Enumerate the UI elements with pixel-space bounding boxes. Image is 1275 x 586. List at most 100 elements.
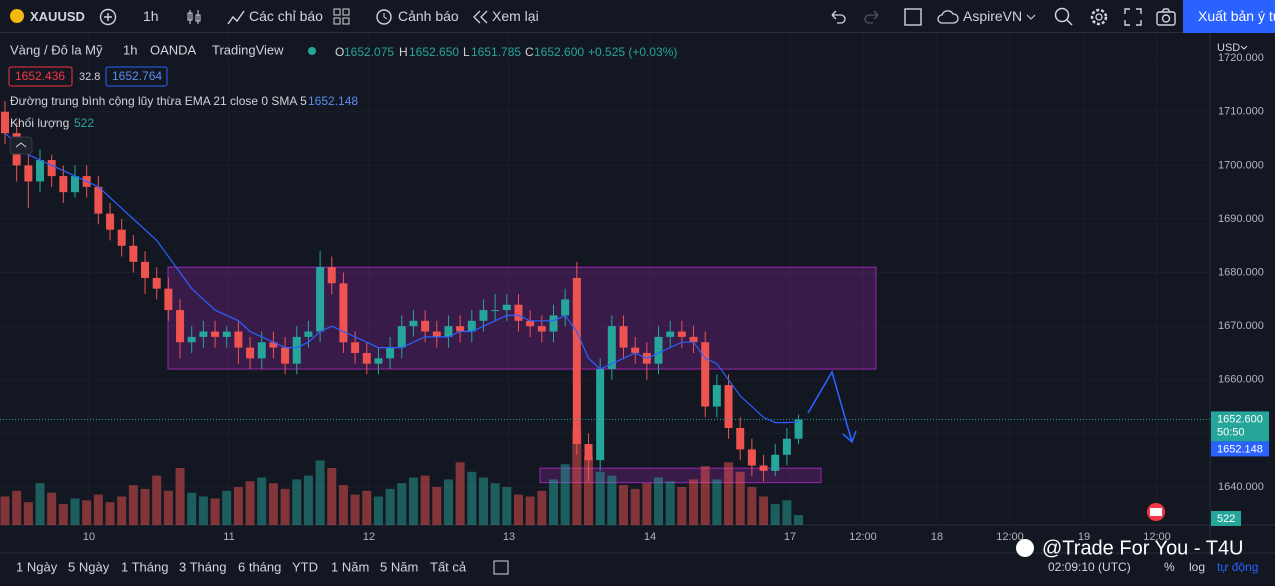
range-button[interactable]: 3 Tháng	[179, 559, 226, 574]
volume-bar	[560, 464, 570, 525]
volume-bar	[23, 502, 33, 525]
candle-body	[152, 277, 161, 289]
candle-body	[269, 342, 278, 348]
candle-body	[491, 310, 500, 312]
candle-body	[187, 336, 196, 343]
range-button[interactable]: 1 Ngày	[16, 559, 58, 574]
currency-menu	[1240, 45, 1248, 50]
publish-button[interactable]: Xuất bản ý tư	[1183, 0, 1275, 33]
volume-bar	[268, 483, 278, 525]
candle-body	[596, 369, 605, 461]
volume-legend: Khối lượng	[10, 116, 69, 130]
account[interactable]: AspireVN	[963, 8, 1023, 24]
y-tick-label: 1670.000	[1218, 320, 1264, 332]
interval[interactable]: 1h	[143, 8, 159, 24]
volume-bar	[782, 500, 792, 525]
candle-body	[759, 465, 768, 471]
range-button[interactable]: Tất cả	[430, 559, 467, 574]
candle-body	[199, 331, 208, 337]
add-symbol[interactable]	[98, 7, 118, 27]
range-button[interactable]: 5 Ngày	[68, 559, 110, 574]
volume-bar	[665, 481, 675, 525]
volume-bar	[315, 460, 325, 525]
percent-toggle[interactable]: %	[1164, 560, 1175, 574]
candle-body	[106, 213, 115, 230]
candle-body	[316, 267, 325, 332]
volume-bar	[654, 477, 664, 525]
replay[interactable]: Xem lại	[492, 8, 539, 24]
candle-body	[246, 347, 255, 359]
volume-bar	[642, 483, 652, 525]
candle-body	[351, 342, 360, 353]
candle-body	[117, 229, 126, 246]
candle-body	[176, 310, 185, 343]
search[interactable]	[1053, 6, 1075, 28]
x-tick-label: 18	[931, 531, 943, 543]
range-button[interactable]: YTD	[292, 559, 318, 574]
volume-bar	[467, 471, 477, 525]
watermark: @Trade For You - T4U	[1042, 537, 1244, 559]
volume-bar	[163, 490, 173, 525]
range-button[interactable]: 5 Năm	[380, 559, 418, 574]
collapse-legend[interactable]	[9, 136, 33, 155]
volume-bar	[117, 496, 127, 525]
range-button[interactable]: 1 Năm	[331, 559, 369, 574]
chart-type[interactable]	[184, 7, 204, 27]
candle-body	[619, 326, 628, 348]
templates[interactable]	[332, 7, 352, 27]
volume-bar	[362, 490, 372, 525]
candle-body	[526, 320, 535, 327]
candle-body	[59, 176, 68, 193]
account-menu[interactable]	[1025, 7, 1037, 27]
x-tick-label: 17	[784, 531, 796, 543]
candle-body	[701, 342, 710, 407]
candle-body	[1, 111, 9, 134]
alerts[interactable]: Cảnh báo	[398, 8, 459, 24]
undo[interactable]	[828, 7, 848, 27]
legend-interval: 1h	[123, 42, 137, 57]
candle-body	[631, 347, 640, 353]
log-toggle[interactable]: log	[1189, 560, 1205, 574]
symbol[interactable]: XAUUSD	[30, 9, 85, 24]
fullscreen[interactable]	[1122, 6, 1144, 28]
ohlc-value: 1652.075	[344, 45, 394, 59]
volume-bar	[175, 468, 185, 525]
range-button[interactable]: 6 tháng	[238, 559, 281, 574]
y-tick-label: 1710.000	[1218, 106, 1264, 118]
volume-bar	[490, 483, 500, 525]
goto-date[interactable]	[493, 560, 509, 575]
source: TradingView	[212, 42, 284, 57]
candle-body	[712, 385, 721, 407]
volume-bar	[584, 456, 593, 525]
redo[interactable]	[862, 7, 882, 27]
volume-bar	[455, 462, 465, 525]
candle-body	[561, 299, 570, 316]
candle-body	[304, 331, 313, 337]
volume-bar	[35, 483, 45, 525]
cloud-icon[interactable]	[936, 7, 962, 27]
ema-price-box	[1211, 441, 1269, 457]
volume-bar	[58, 504, 68, 525]
ohlc-value: 1651.785	[471, 45, 521, 59]
volume-box	[1211, 511, 1241, 526]
volume-bar	[222, 490, 232, 525]
candle-body	[514, 304, 523, 321]
alert-icon[interactable]	[374, 7, 394, 27]
layout[interactable]	[903, 7, 923, 27]
range-button[interactable]: 1 Tháng	[121, 559, 168, 574]
replay-icon[interactable]	[472, 7, 488, 27]
indicators[interactable]: Các chỉ báo	[249, 8, 323, 24]
indicators-icon[interactable]	[226, 7, 246, 27]
settings[interactable]	[1088, 6, 1110, 28]
volume-bar	[548, 479, 558, 525]
screenshot[interactable]	[1155, 6, 1177, 28]
candle-body	[421, 320, 430, 332]
candle-body	[24, 165, 33, 182]
ema-price-label: 1652.148	[1217, 443, 1263, 455]
toolbar: XAUUSD 1h Các chỉ báo Cảnh báo Xem lại A…	[0, 0, 1275, 33]
auto-toggle[interactable]: tự động	[1217, 560, 1258, 574]
volume-bar	[210, 498, 220, 525]
volume-bar	[700, 466, 710, 525]
watermark-icon	[1016, 539, 1034, 557]
